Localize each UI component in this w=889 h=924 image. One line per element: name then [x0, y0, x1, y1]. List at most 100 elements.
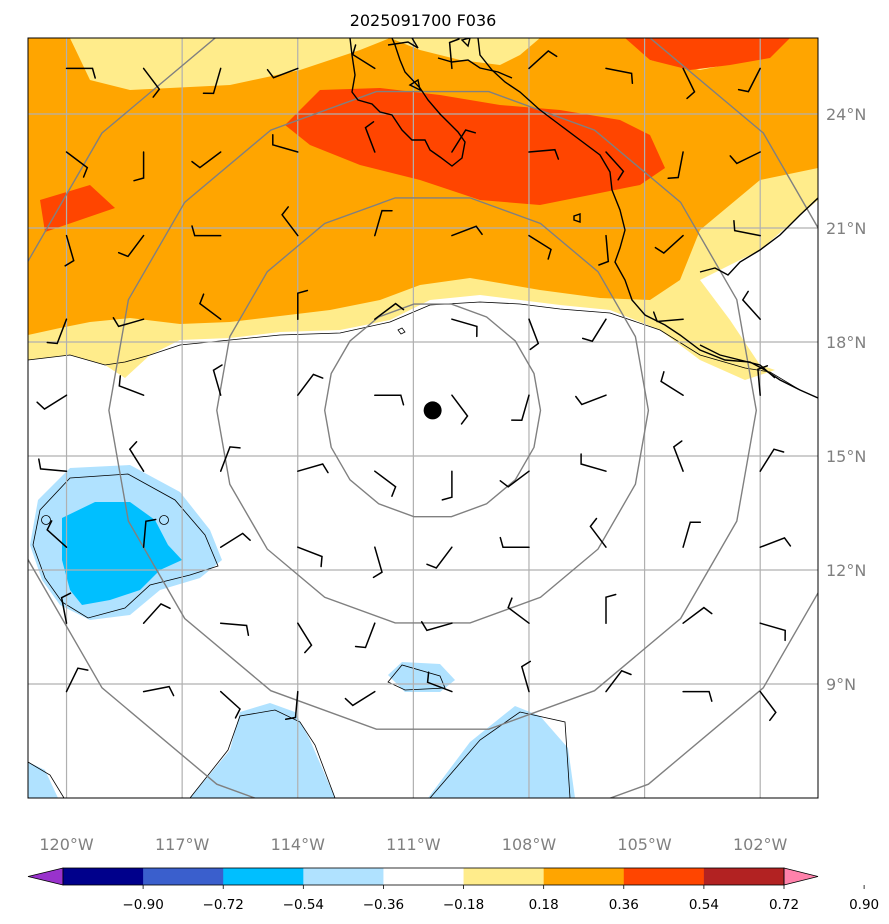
lat-tick-label: 15°N [826, 447, 866, 466]
wind-barb-icon [575, 394, 607, 406]
lon-tick-label: 111°W [386, 835, 441, 854]
chart-title: 2025091700 F036 [350, 11, 497, 30]
colorbar-swatch [143, 868, 224, 885]
wind-barb-icon [654, 234, 684, 254]
colorbar-swatch [463, 868, 545, 885]
wind-barb-icon [451, 129, 477, 153]
colorbar-tick-label: −0.54 [283, 897, 324, 913]
colorbar [27, 867, 819, 886]
wind-barb-icon [372, 546, 383, 579]
contour-min-marker [41, 515, 51, 525]
island [408, 78, 421, 92]
lon-tick-label: 120°W [39, 835, 94, 854]
contour-0.54-0.72 [285, 88, 665, 205]
wind-barb-icon [733, 219, 761, 237]
wind-barb-icon [528, 318, 540, 351]
graticule [28, 38, 818, 798]
wind-barb-icon [219, 446, 241, 472]
wind-barb-icon [374, 209, 393, 237]
wind-barb-icon [36, 394, 68, 410]
wind-barb-icon [759, 690, 777, 722]
wind-barb-icon [528, 148, 560, 160]
lon-tick-label: 108°W [502, 835, 557, 854]
wind-barb-icon [65, 667, 89, 693]
coast-inner [437, 57, 513, 79]
lat-tick-label: 18°N [826, 333, 866, 352]
distance-ring [28, 38, 818, 798]
map-area [28, 38, 818, 798]
colorbar-tick-label: −0.18 [443, 897, 484, 913]
mainland-coast [477, 38, 818, 399]
wind-barb-icon [117, 234, 145, 258]
wind-barb-icon [448, 38, 460, 70]
wind-barb-icon [682, 67, 696, 100]
colorbar-extend-high [783, 867, 819, 886]
wind-barb-icon [499, 536, 530, 548]
wind-barb-icon [266, 67, 299, 79]
wind-barb-icon [426, 546, 453, 569]
wind-barb-icon [281, 206, 299, 237]
lon-tick-label: 114°W [271, 835, 326, 854]
wind-barb-icon [46, 520, 68, 548]
contour-line [397, 327, 406, 335]
wind-barb-icon [297, 289, 309, 320]
wind-barb-icon [344, 690, 376, 707]
wind-barb-icon [759, 536, 792, 548]
wind-barb-icon [605, 151, 625, 181]
colorbar-swatch [223, 868, 304, 885]
storm-center-icon [423, 401, 442, 420]
wind-barb-icon [589, 517, 607, 548]
wind-barb-icon [284, 690, 299, 721]
wind-barb-icon [672, 440, 684, 472]
wind-barb-icon [520, 660, 532, 693]
colorbar-tick-label: 0.36 [609, 897, 639, 913]
wind-barb-icon [759, 622, 786, 642]
wind-barb-icon [198, 293, 222, 320]
wind-barb-icon [142, 67, 161, 98]
wind-barb-icon [737, 67, 761, 93]
wind-barb-icon [112, 317, 145, 328]
wind-barb-icon [598, 234, 610, 266]
wind-barb-icon [605, 593, 617, 624]
wind-barb-icon [580, 453, 607, 472]
wind-barb-icon [682, 690, 713, 702]
distance-ring [108, 90, 758, 730]
colorbar-swatch [383, 868, 465, 885]
contour-0.18-0.36 [70, 38, 360, 85]
wind-barb-icon [759, 448, 785, 472]
lon-tick-labels: 120°W 117°W 114°W 111°W 108°W 105°W 102°W [39, 835, 787, 854]
wind-barb-icon [297, 463, 329, 474]
island [460, 38, 471, 48]
wind-barb-icon [426, 671, 453, 693]
contour-line [28, 761, 65, 798]
wind-barb-icon [451, 318, 478, 338]
wind-barb-icon [660, 371, 684, 396]
wind-barb-icon [133, 151, 145, 182]
wind-barbs [36, 38, 792, 722]
wind-barb-icon [420, 621, 453, 632]
contour-neg-0.36 [62, 502, 182, 605]
wind-barb-icon [451, 225, 483, 237]
wind-barb-icon [46, 318, 68, 345]
gulf-coast [387, 38, 419, 49]
distance-ring [323, 303, 542, 518]
lon-tick-label: 117°W [155, 835, 210, 854]
wind-barb-icon [374, 302, 405, 320]
contour-line [387, 664, 446, 691]
wind-barb-icon [191, 225, 222, 237]
wind-barb-icon [297, 373, 324, 396]
contour-0.36-0.54 [28, 38, 818, 335]
wind-barb-icon [741, 290, 761, 320]
wind-barb-icon [65, 67, 96, 79]
contour-line [28, 301, 818, 399]
map-frame [27, 37, 819, 799]
wind-barb-icon [219, 622, 250, 637]
wind-barb-icon [441, 470, 453, 501]
wind-barb-icon [191, 151, 222, 169]
wind-barb-icon [142, 685, 175, 697]
coastline [349, 38, 818, 399]
wind-barb-icon [757, 365, 769, 396]
colorbar-tick-label: 0.18 [529, 897, 559, 913]
contour-0.18-0.36 [390, 38, 540, 65]
